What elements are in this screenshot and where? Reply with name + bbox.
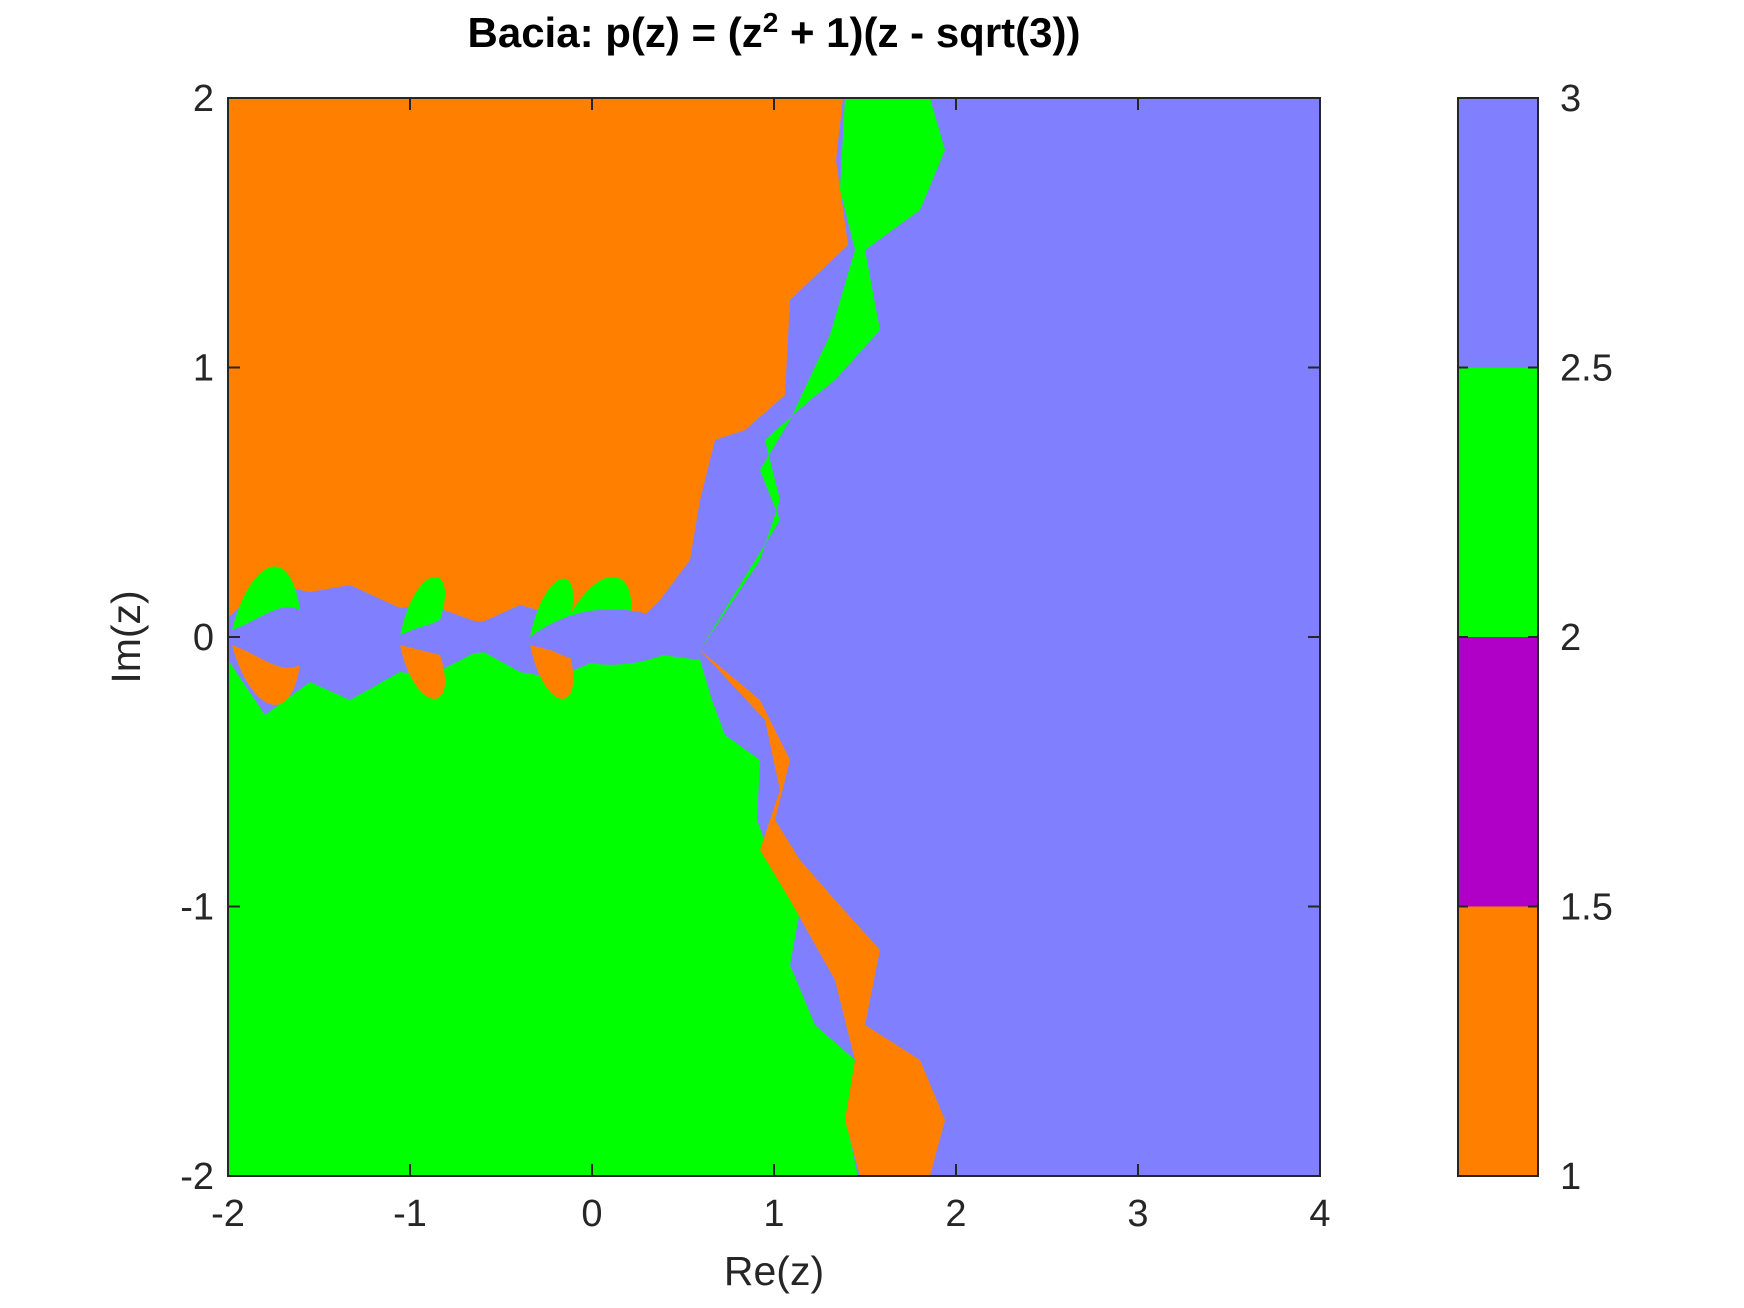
orange-lobe-lower (700, 650, 945, 1176)
x-axis-label: Re(z) (724, 1248, 824, 1294)
colorbar-tick-label: 3 (1560, 78, 1581, 120)
green-lobe-upper (700, 98, 945, 650)
y-tick-label: 2 (193, 78, 214, 120)
colorbar: 1 1.5 2 2.5 3 (1457, 78, 1613, 1198)
heatmap-area (228, 98, 1320, 1176)
x-tick-label: 0 (581, 1193, 602, 1235)
title-superscript: 2 (763, 7, 779, 38)
basin-region-2-lower (228, 650, 858, 1176)
x-tick-label: 4 (1309, 1193, 1330, 1235)
y-ticks: -2 -1 0 1 2 (180, 78, 1320, 1198)
green-bulbs-left (232, 566, 632, 637)
colorbar-segment (1458, 637, 1538, 907)
colorbar-segment (1458, 906, 1538, 1176)
title-suffix: + 1)(z - sqrt(3)) (778, 9, 1080, 56)
colorbar-tick-label: 1 (1560, 1156, 1581, 1198)
y-tick-label: 1 (193, 348, 214, 390)
title-prefix: Bacia: p(z) = (z (468, 9, 763, 56)
x-tick-label: 2 (945, 1193, 966, 1235)
blue-bulbs-left (232, 609, 700, 665)
chart-title: Bacia: p(z) = (z2 + 1)(z - sqrt(3)) (468, 7, 1081, 57)
colorbar-segment (1458, 98, 1538, 368)
y-axis-label: Im(z) (103, 590, 149, 683)
y-tick-label: 0 (193, 617, 214, 659)
x-tick-label: 3 (1127, 1193, 1148, 1235)
colorbar-tick-label: 1.5 (1560, 887, 1613, 929)
orange-bulbs-left (232, 645, 574, 705)
x-tick-label: -1 (393, 1193, 427, 1235)
x-tick-label: -2 (211, 1193, 245, 1235)
y-tick-label: -2 (180, 1156, 214, 1198)
y-tick-label: -1 (180, 887, 214, 929)
x-ticks: -2 -1 0 1 2 3 4 (211, 98, 1331, 1235)
colorbar-tick-label: 2.5 (1560, 348, 1613, 390)
x-tick-label: 1 (763, 1193, 784, 1235)
basin-region-1-upper (228, 98, 848, 650)
colorbar-segment (1458, 367, 1538, 637)
colorbar-tick-label: 2 (1560, 617, 1581, 659)
